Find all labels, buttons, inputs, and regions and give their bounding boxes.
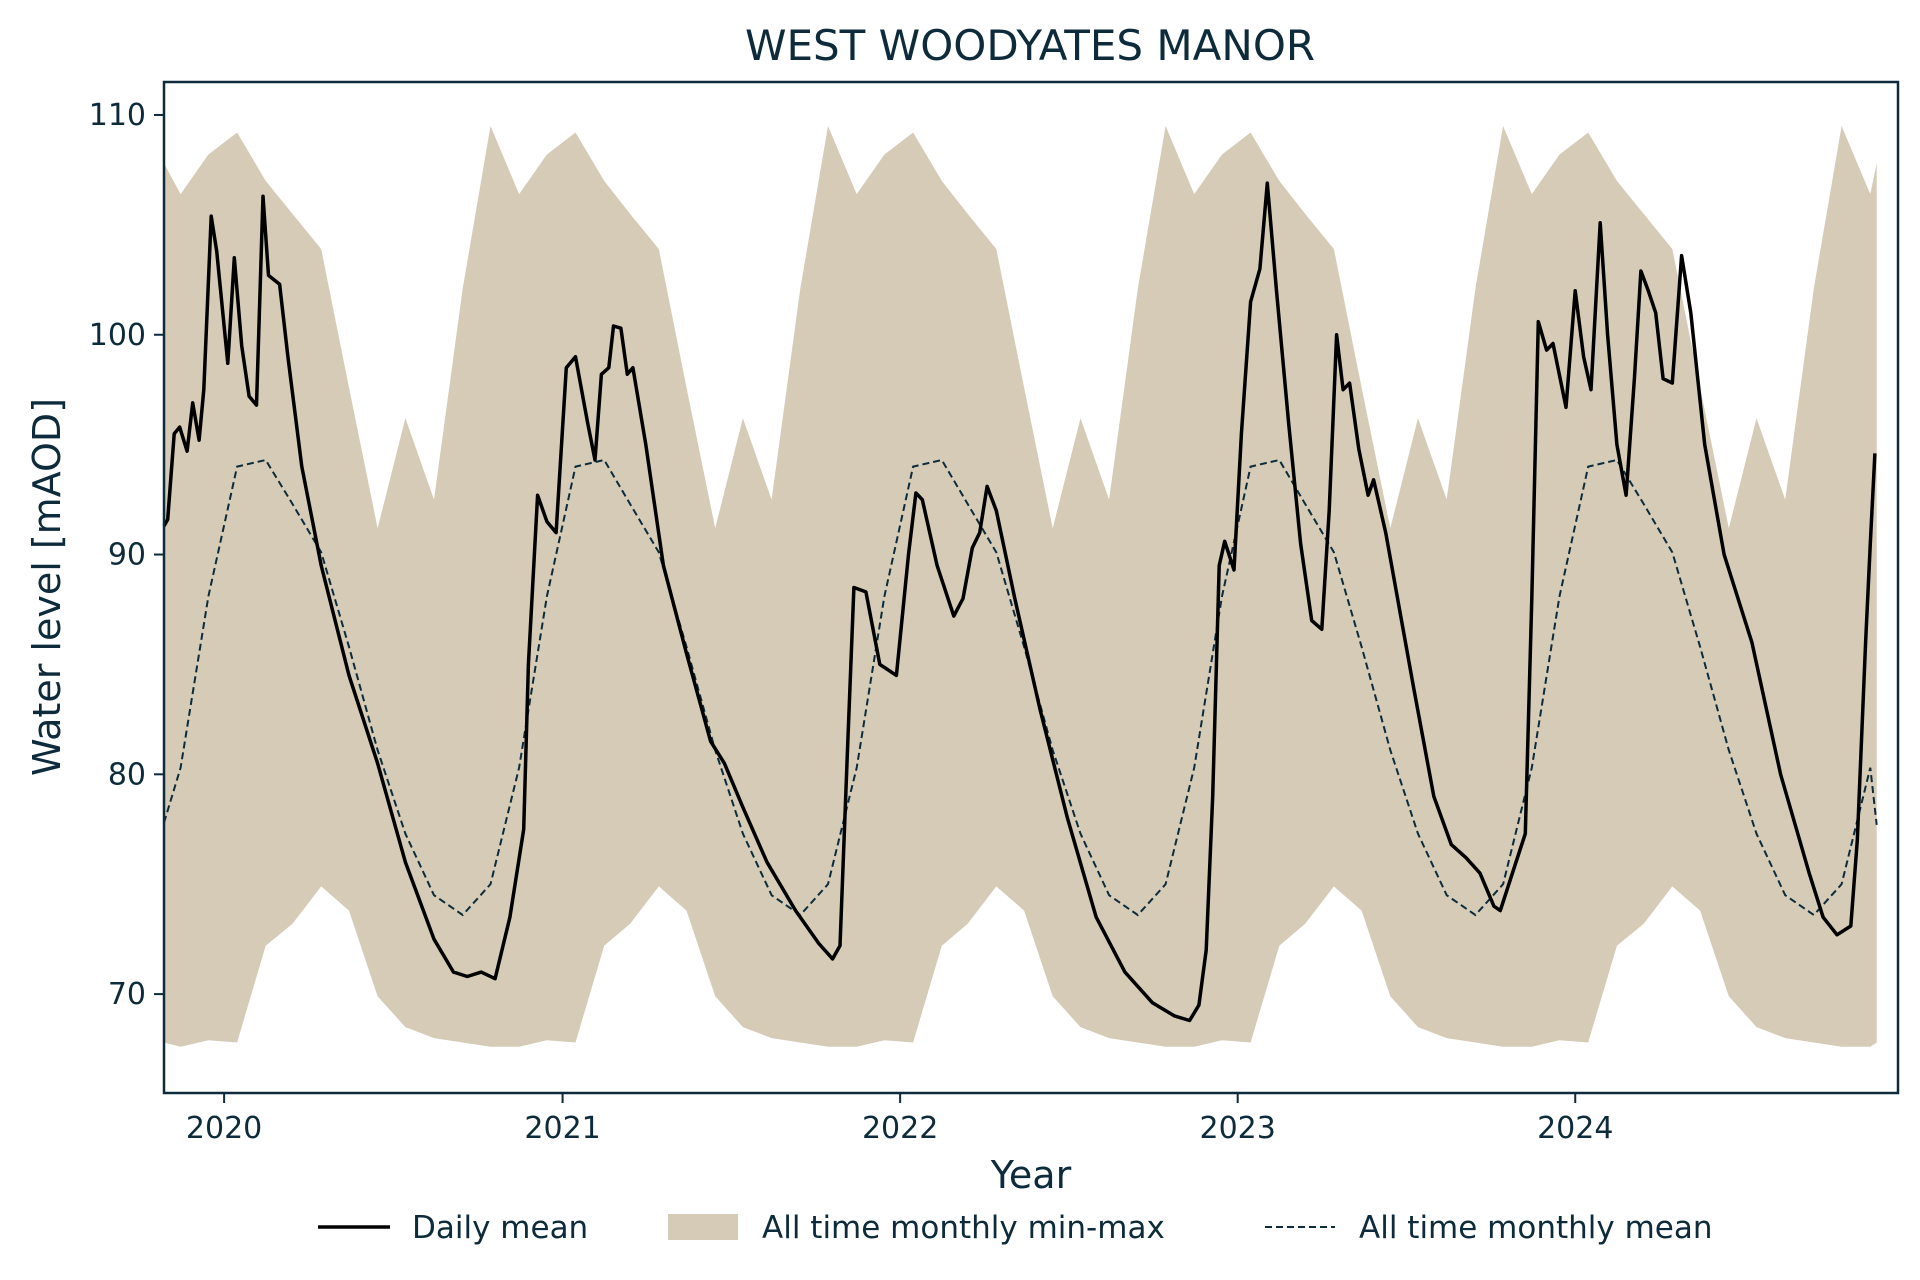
x-tick-label: 2024 [1537,1111,1613,1146]
plot-area [162,126,1878,1047]
range-band [164,126,1877,1047]
chart-title: WEST WOODYATES MANOR [745,21,1315,70]
y-axis: 70 80 90 100 110 [89,98,164,1012]
x-tick-label: 2023 [1200,1111,1276,1146]
legend: Daily mean All time monthly min-max All … [318,1210,1713,1246]
legend-range-swatch [668,1214,738,1240]
x-tick-label: 2020 [186,1111,262,1146]
y-tick-label: 70 [108,977,146,1012]
x-tick-label: 2022 [862,1111,938,1146]
x-tick-label: 2021 [524,1111,600,1146]
legend-daily-mean-label: Daily mean [412,1210,588,1246]
legend-monthly-mean-label: All time monthly mean [1359,1210,1713,1246]
y-tick-label: 100 [89,318,146,353]
daily-mean-line [162,181,1877,1023]
x-axis: 2020 2021 2022 2023 2024 [186,1093,1613,1146]
plot-frame [162,80,1900,1095]
y-tick-label: 90 [108,538,146,573]
y-tick-label: 110 [89,98,146,133]
legend-range-label: All time monthly min-max [762,1210,1165,1246]
y-axis-label: Water level [mAOD] [25,398,69,776]
x-axis-label: Year [990,1153,1072,1197]
y-tick-label: 80 [108,757,146,792]
